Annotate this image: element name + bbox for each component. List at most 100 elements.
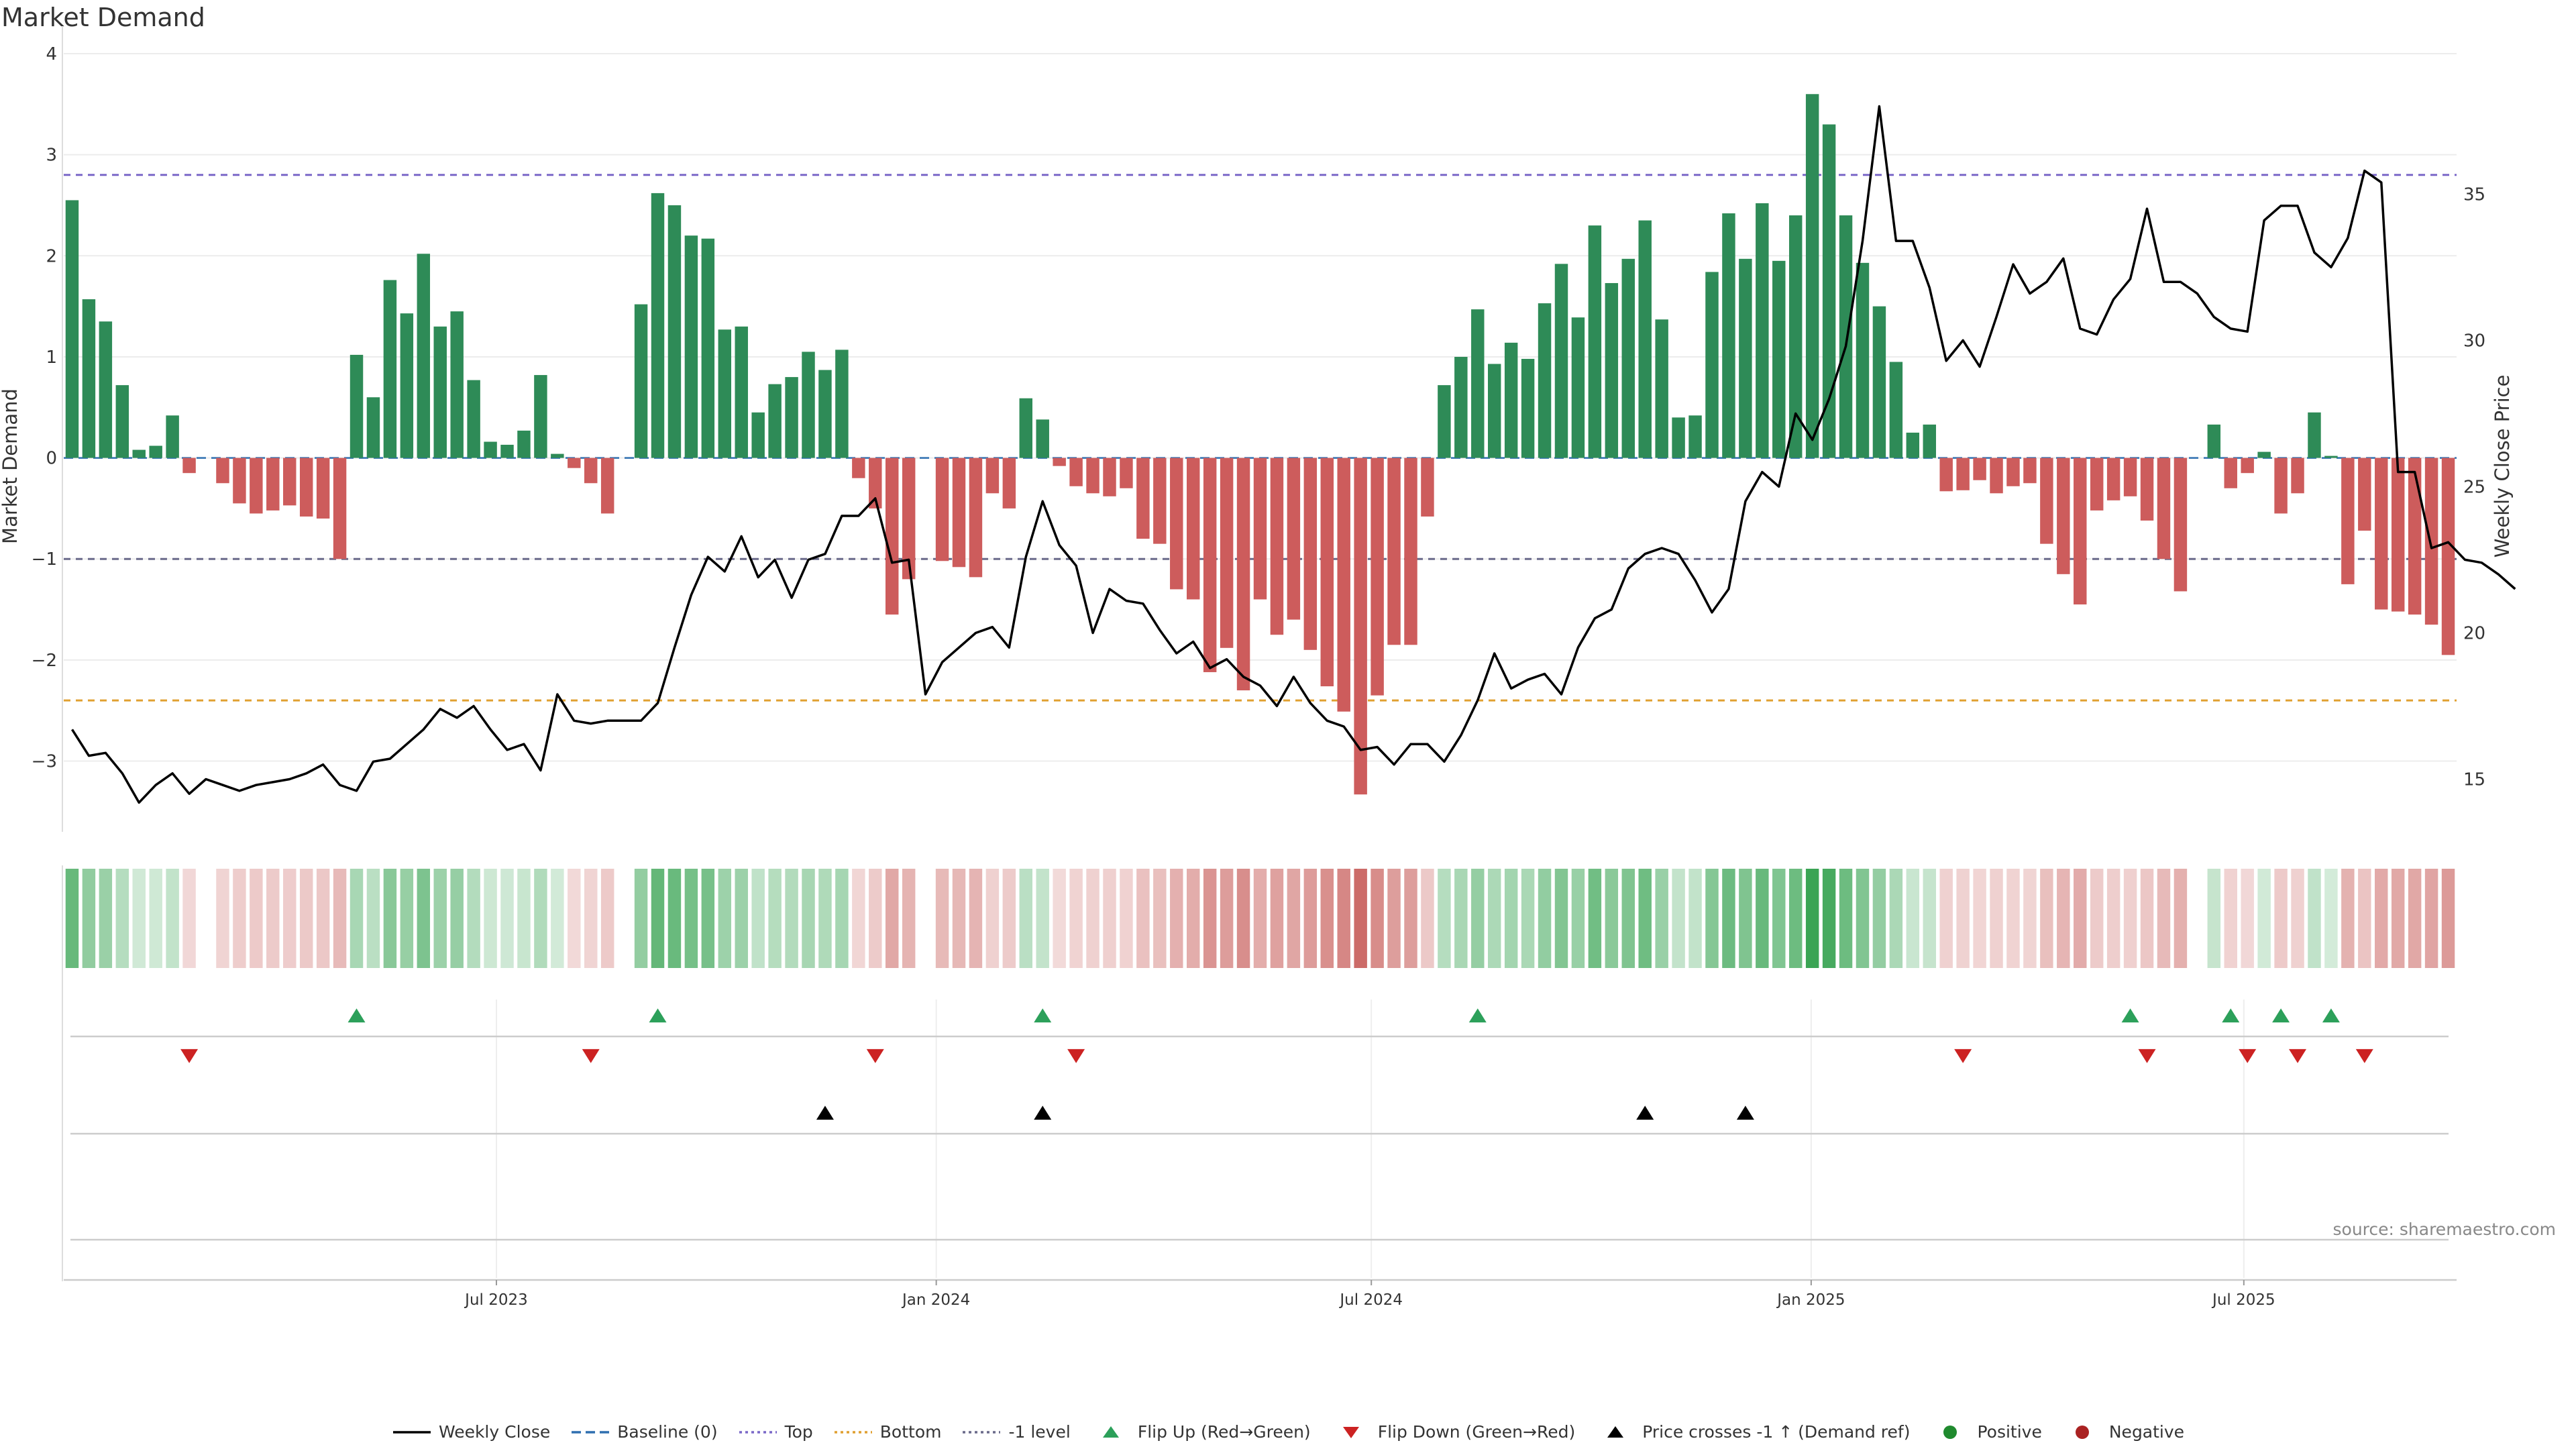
demand-bar-negative — [1371, 458, 1384, 696]
heat-cell — [869, 869, 882, 968]
heat-cell — [1990, 869, 2003, 968]
demand-bar-positive — [417, 254, 431, 458]
heat-cell — [1270, 869, 1284, 968]
demand-bar-positive — [1805, 94, 1819, 458]
heat-cell — [1588, 869, 1602, 968]
heat-cell — [701, 869, 715, 968]
demand-bar-positive — [818, 370, 832, 458]
demand-bar-negative — [2391, 458, 2405, 612]
solid-line-icon — [392, 1430, 431, 1434]
heat-cell — [99, 869, 113, 968]
demand-bar-negative — [1120, 458, 1133, 488]
demand-bar-positive — [1722, 213, 1735, 458]
demand-bar-negative — [266, 458, 280, 511]
heat-cell — [885, 869, 899, 968]
heat-cell — [1303, 869, 1318, 968]
heat-cell — [1136, 869, 1150, 968]
heat-cell — [651, 869, 665, 968]
demand-bar-negative — [935, 458, 949, 561]
heat-cell — [1571, 869, 1585, 968]
demand-bar-negative — [1973, 458, 1986, 480]
circle-icon — [1943, 1425, 1957, 1439]
demand-bar-positive — [651, 193, 665, 458]
heat-cell — [1153, 869, 1167, 968]
heat-cell — [182, 869, 196, 968]
demand-bar-positive — [149, 445, 162, 458]
legend-item: -1 level — [961, 1422, 1071, 1442]
demand-bar-negative — [985, 458, 1000, 494]
y2-axis-title: Weekly Close Price — [2491, 375, 2514, 558]
heat-cell — [1621, 869, 1635, 968]
x-tick-label: Jan 2024 — [901, 1291, 970, 1309]
demand-bar-positive — [1538, 303, 1552, 458]
demand-bar-positive — [1822, 124, 1836, 458]
heat-cell — [1170, 869, 1183, 968]
y2-tick-label: 35 — [2463, 184, 2485, 205]
heat-cell — [2391, 869, 2405, 968]
heat-cell — [1404, 869, 1417, 968]
heat-cell — [2040, 869, 2053, 968]
legend-label: Positive — [1977, 1422, 2042, 1442]
heat-cell — [1086, 869, 1099, 968]
demand-bar-positive — [1906, 432, 1920, 458]
heat-cell — [1956, 869, 1970, 968]
heat-cell — [2224, 869, 2237, 968]
heat-cell — [1688, 869, 1702, 968]
heat-cell — [1822, 869, 1836, 968]
legend-label: -1 level — [1008, 1422, 1071, 1442]
demand-bar-negative — [1337, 458, 1350, 712]
demand-bar-negative — [2224, 458, 2237, 488]
triangle-up-icon — [1102, 1426, 1119, 1438]
demand-bar-negative — [283, 458, 297, 506]
demand-bar-positive — [65, 200, 79, 458]
heat-cell — [1103, 869, 1116, 968]
demand-bar-negative — [333, 458, 347, 559]
heat-cell — [1220, 869, 1234, 968]
heat-cell — [2408, 869, 2422, 968]
demand-bar-positive — [1655, 319, 1668, 458]
demand-bar-negative — [568, 458, 581, 468]
heat-cell — [768, 869, 782, 968]
demand-bar-positive — [1672, 417, 1685, 458]
dot-line-icon — [963, 1430, 1001, 1434]
heat-cell — [299, 869, 313, 968]
demand-bar-positive — [2308, 412, 2321, 458]
demand-bar-positive — [701, 238, 715, 458]
heat-cell — [1788, 869, 1803, 968]
demand-bar-positive — [115, 385, 129, 458]
demand-bar-negative — [2424, 458, 2438, 625]
flip-down-marker — [2239, 1049, 2257, 1063]
demand-bar-negative — [1354, 458, 1367, 795]
heat-cell — [785, 869, 798, 968]
demand-bar-negative — [1387, 458, 1401, 645]
heat-cell — [985, 869, 1000, 968]
heat-cell — [1705, 869, 1719, 968]
flip-down-marker — [2355, 1049, 2373, 1063]
legend-item: Positive — [1930, 1422, 2042, 1442]
demand-bar-positive — [1705, 272, 1719, 458]
demand-bar-positive — [768, 384, 782, 458]
chart-title: Market Demand — [1, 3, 205, 32]
demand-bar-negative — [2241, 458, 2254, 474]
heat-cell — [2123, 869, 2137, 968]
circle-icon — [2075, 1425, 2089, 1439]
demand-bar-positive — [1019, 398, 1033, 458]
heat-cell — [1337, 869, 1350, 968]
demand-bar-negative — [1186, 458, 1200, 600]
heat-cell — [902, 869, 916, 968]
heat-cell — [1186, 869, 1200, 968]
heat-cell — [584, 869, 598, 968]
heat-cell — [65, 869, 79, 968]
heat-cell — [1672, 869, 1685, 968]
demand-bar-positive — [467, 380, 480, 458]
heat-cell — [250, 869, 263, 968]
heat-cell — [517, 869, 531, 968]
heat-cell — [2424, 869, 2438, 968]
demand-bar-negative — [2023, 458, 2037, 484]
axes-layer: −3 −2 −1 0 1 2 3 4 15 20 25 30 35 Market Demand Weekly… — [0, 44, 2514, 1309]
demand-bar-positive — [166, 415, 179, 458]
price-cross-marker — [1034, 1106, 1052, 1120]
heat-cell — [1772, 869, 1786, 968]
demand-bar-positive — [667, 205, 682, 458]
